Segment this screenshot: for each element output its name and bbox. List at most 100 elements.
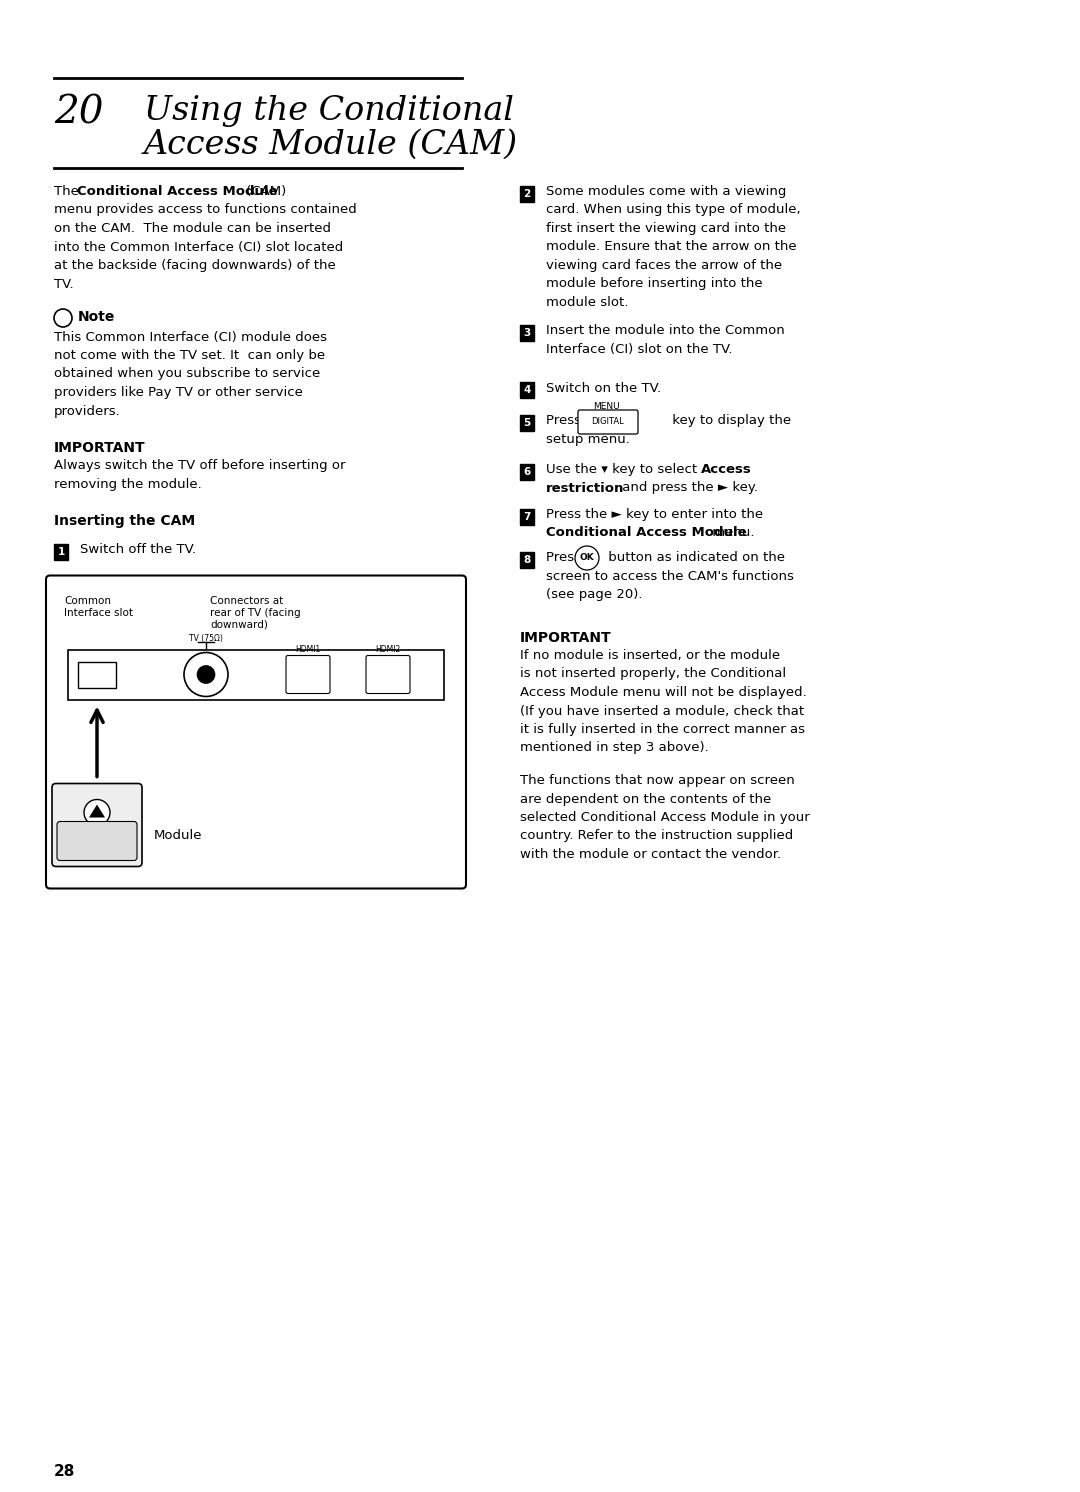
Text: HDMI2: HDMI2: [376, 645, 401, 653]
Text: Some modules come with a viewing: Some modules come with a viewing: [546, 185, 786, 198]
Polygon shape: [89, 804, 105, 818]
Text: TV.: TV.: [54, 278, 73, 291]
Text: Access: Access: [701, 463, 752, 476]
Text: Access Module (CAM): Access Module (CAM): [144, 128, 518, 161]
Circle shape: [184, 652, 228, 697]
Bar: [519, 382, 535, 398]
Bar: [54, 543, 68, 560]
Text: it is fully inserted in the correct manner as: it is fully inserted in the correct mann…: [519, 724, 805, 736]
Text: at the backside (facing downwards) of the: at the backside (facing downwards) of th…: [54, 260, 336, 272]
FancyBboxPatch shape: [57, 822, 137, 861]
Text: CI: CI: [93, 670, 102, 679]
Text: This Common Interface (CI) module does: This Common Interface (CI) module does: [54, 331, 327, 343]
Text: module slot.: module slot.: [546, 295, 629, 309]
Text: menu provides access to functions contained: menu provides access to functions contai…: [54, 203, 356, 216]
Text: into the Common Interface (CI) slot located: into the Common Interface (CI) slot loca…: [54, 240, 343, 254]
Text: setup menu.: setup menu.: [546, 433, 630, 446]
FancyBboxPatch shape: [366, 655, 410, 694]
Text: Use the ▾ key to select: Use the ▾ key to select: [546, 463, 701, 476]
Text: Connectors at: Connectors at: [210, 595, 283, 606]
Text: 3: 3: [524, 328, 531, 339]
Text: IMPORTANT: IMPORTANT: [519, 631, 611, 645]
Text: 1: 1: [57, 546, 65, 557]
Text: card. When using this type of module,: card. When using this type of module,: [546, 203, 800, 216]
Text: 20: 20: [54, 95, 104, 131]
Text: not come with the TV set. It  can only be: not come with the TV set. It can only be: [54, 349, 325, 363]
Text: Switch on the TV.: Switch on the TV.: [546, 382, 661, 394]
Text: 6: 6: [524, 467, 531, 477]
Bar: [519, 509, 535, 525]
Text: Switch off the TV.: Switch off the TV.: [80, 543, 197, 557]
FancyBboxPatch shape: [286, 655, 330, 694]
Text: is not inserted properly, the Conditional: is not inserted properly, the Conditiona…: [519, 667, 786, 680]
Text: Note: Note: [78, 310, 116, 324]
Text: Access Module menu will not be displayed.: Access Module menu will not be displayed…: [519, 686, 807, 698]
Text: mentioned in step 3 above).: mentioned in step 3 above).: [519, 742, 708, 755]
Text: module. Ensure that the arrow on the: module. Ensure that the arrow on the: [546, 240, 797, 254]
Text: Module: Module: [154, 828, 203, 841]
Text: 5: 5: [524, 418, 531, 428]
Text: IMPORTANT: IMPORTANT: [54, 442, 146, 455]
Text: Interface slot: Interface slot: [64, 607, 133, 618]
Text: rear of TV (facing: rear of TV (facing: [210, 607, 300, 618]
Bar: [519, 186, 535, 201]
Text: 2: 2: [524, 189, 531, 198]
Text: Press the ► key to enter into the: Press the ► key to enter into the: [546, 507, 764, 521]
Text: 8: 8: [524, 555, 531, 565]
Text: Press the: Press the: [546, 413, 611, 427]
Text: 4: 4: [524, 385, 531, 395]
Text: TV (75Ω): TV (75Ω): [189, 634, 222, 643]
Text: OK: OK: [580, 554, 594, 562]
Text: MENU: MENU: [593, 401, 619, 410]
Text: are dependent on the contents of the: are dependent on the contents of the: [519, 792, 771, 806]
Text: and press the ► key.: and press the ► key.: [618, 482, 758, 494]
Text: with the module or contact the vendor.: with the module or contact the vendor.: [519, 847, 781, 861]
Text: restriction: restriction: [546, 482, 624, 494]
Bar: [519, 325, 535, 342]
FancyBboxPatch shape: [52, 783, 141, 867]
Text: Inserting the CAM: Inserting the CAM: [54, 515, 195, 528]
Text: first insert the viewing card into the: first insert the viewing card into the: [546, 222, 786, 236]
Text: (see page 20).: (see page 20).: [546, 588, 643, 601]
Text: menu.: menu.: [708, 527, 755, 540]
Text: module before inserting into the: module before inserting into the: [546, 278, 762, 291]
Text: (CAM): (CAM): [242, 185, 286, 198]
Text: Interface (CI) slot on the TV.: Interface (CI) slot on the TV.: [546, 343, 732, 357]
Text: removing the module.: removing the module.: [54, 477, 202, 491]
Text: Common: Common: [64, 595, 111, 606]
Bar: [68, 649, 444, 700]
Text: button as indicated on the: button as indicated on the: [604, 551, 785, 564]
Text: If no module is inserted, or the module: If no module is inserted, or the module: [519, 649, 780, 662]
Text: Always switch the TV off before inserting or: Always switch the TV off before insertin…: [54, 460, 346, 473]
Text: 28: 28: [54, 1464, 76, 1479]
Bar: [519, 415, 535, 431]
Text: 7: 7: [524, 512, 531, 522]
Bar: [78, 661, 116, 688]
Text: obtained when you subscribe to service: obtained when you subscribe to service: [54, 367, 321, 380]
Text: screen to access the CAM's functions: screen to access the CAM's functions: [546, 570, 794, 582]
Text: The functions that now appear on screen: The functions that now appear on screen: [519, 774, 795, 786]
Circle shape: [575, 546, 599, 570]
Bar: [519, 552, 535, 568]
Circle shape: [54, 309, 72, 327]
Text: DIGITAL: DIGITAL: [592, 418, 624, 427]
Text: Conditional Access Module: Conditional Access Module: [546, 527, 746, 540]
Text: providers.: providers.: [54, 404, 121, 418]
FancyBboxPatch shape: [578, 410, 638, 434]
Text: on the CAM.  The module can be inserted: on the CAM. The module can be inserted: [54, 222, 330, 236]
Text: Press: Press: [546, 551, 585, 564]
Circle shape: [197, 665, 215, 683]
Text: downward): downward): [210, 619, 268, 630]
Text: providers like Pay TV or other service: providers like Pay TV or other service: [54, 386, 302, 398]
Text: country. Refer to the instruction supplied: country. Refer to the instruction suppli…: [519, 830, 793, 843]
Bar: [519, 464, 535, 480]
Text: The: The: [54, 185, 83, 198]
Text: Using the Conditional: Using the Conditional: [144, 95, 514, 127]
Text: Insert the module into the Common: Insert the module into the Common: [546, 324, 785, 337]
Circle shape: [84, 800, 110, 825]
Text: key to display the: key to display the: [669, 413, 792, 427]
Text: selected Conditional Access Module in your: selected Conditional Access Module in yo…: [519, 812, 810, 824]
Text: Conditional Access Module: Conditional Access Module: [77, 185, 278, 198]
Text: viewing card faces the arrow of the: viewing card faces the arrow of the: [546, 260, 782, 272]
FancyBboxPatch shape: [46, 576, 465, 889]
